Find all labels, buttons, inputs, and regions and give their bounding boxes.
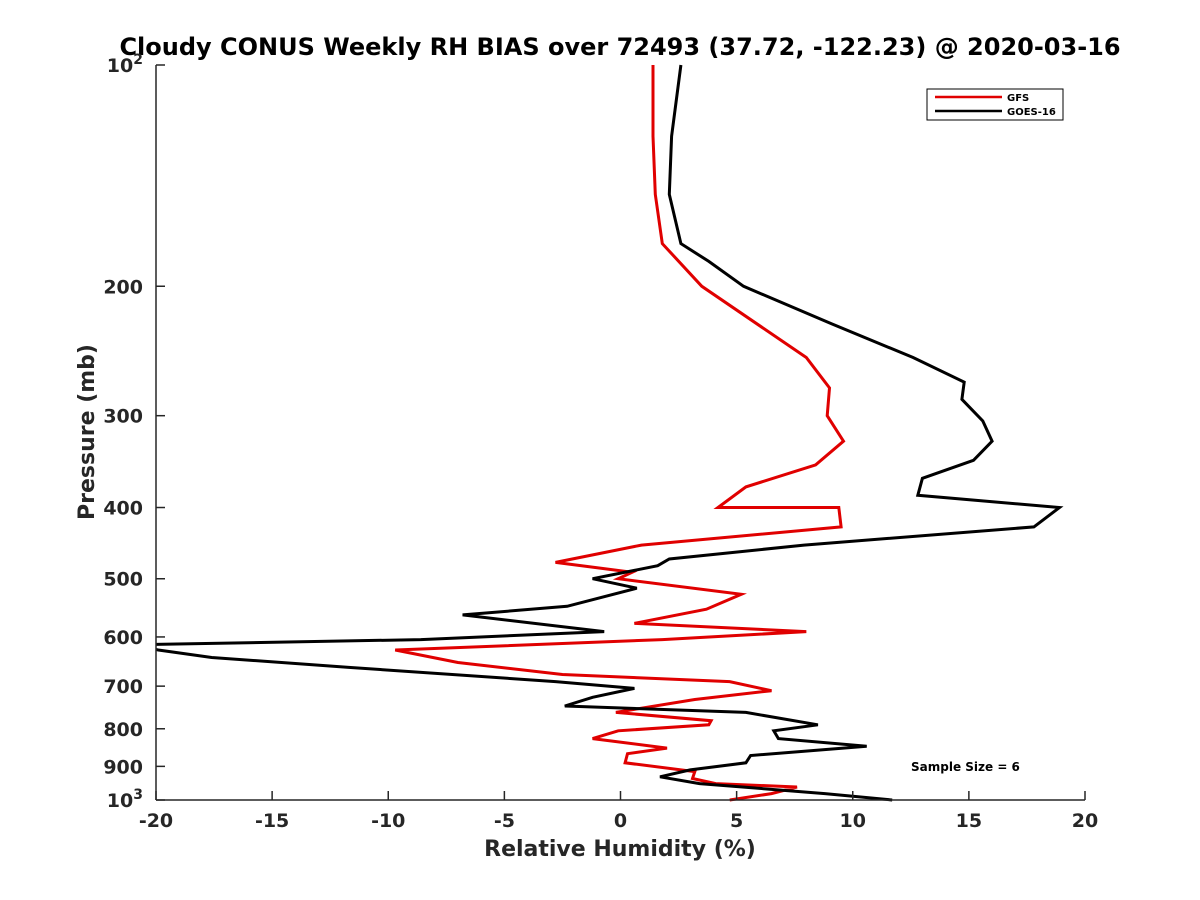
legend-box [926,88,1064,121]
y-tick-label: 600 [103,627,143,649]
x-tick-label: -15 [255,810,289,832]
legend-label-gfs: GFS [1007,93,1029,104]
y-tick-label: 200 [103,276,143,298]
x-tick-label: 10 [840,810,866,832]
series-layer [156,64,1064,802]
x-tick-label: -20 [139,810,173,832]
chart-title: Cloudy CONUS Weekly RH BIAS over 72493 (… [119,33,1120,61]
y-tick-label: 500 [103,569,143,591]
sample-size-annotation: Sample Size = 6 [911,760,1020,774]
y-tick-label: 300 [103,406,143,428]
legend-label-goes16: GOES-16 [1007,107,1056,118]
y-tick-label: 800 [103,719,143,741]
x-tick-label: -5 [494,810,515,832]
x-tick-label: 0 [614,810,627,832]
y-tick-layer: 102 200 300 400 500 600 700 800 900 103 [103,52,165,812]
y-tick-label: 103 [107,787,143,812]
x-tick-label: 15 [956,810,982,832]
legend: GFS GOES-16 [926,88,1064,121]
series-line-goes-16 [156,64,1064,802]
x-tick-label: -10 [371,810,405,832]
y-tick-label: 900 [103,756,143,778]
series-line-gfs [394,65,846,802]
x-tick-label: 20 [1072,810,1098,832]
x-axis-label: Relative Humidity (%) [484,837,756,862]
y-tick-label: 102 [107,52,143,77]
y-tick-label: 700 [103,676,143,698]
x-tick-layer: -20 -15 -10 -5 0 5 10 15 20 [139,791,1098,832]
y-tick-label: 400 [103,498,143,520]
y-axis-label: Pressure (mb) [75,344,100,520]
x-tick-label: 5 [730,810,743,832]
